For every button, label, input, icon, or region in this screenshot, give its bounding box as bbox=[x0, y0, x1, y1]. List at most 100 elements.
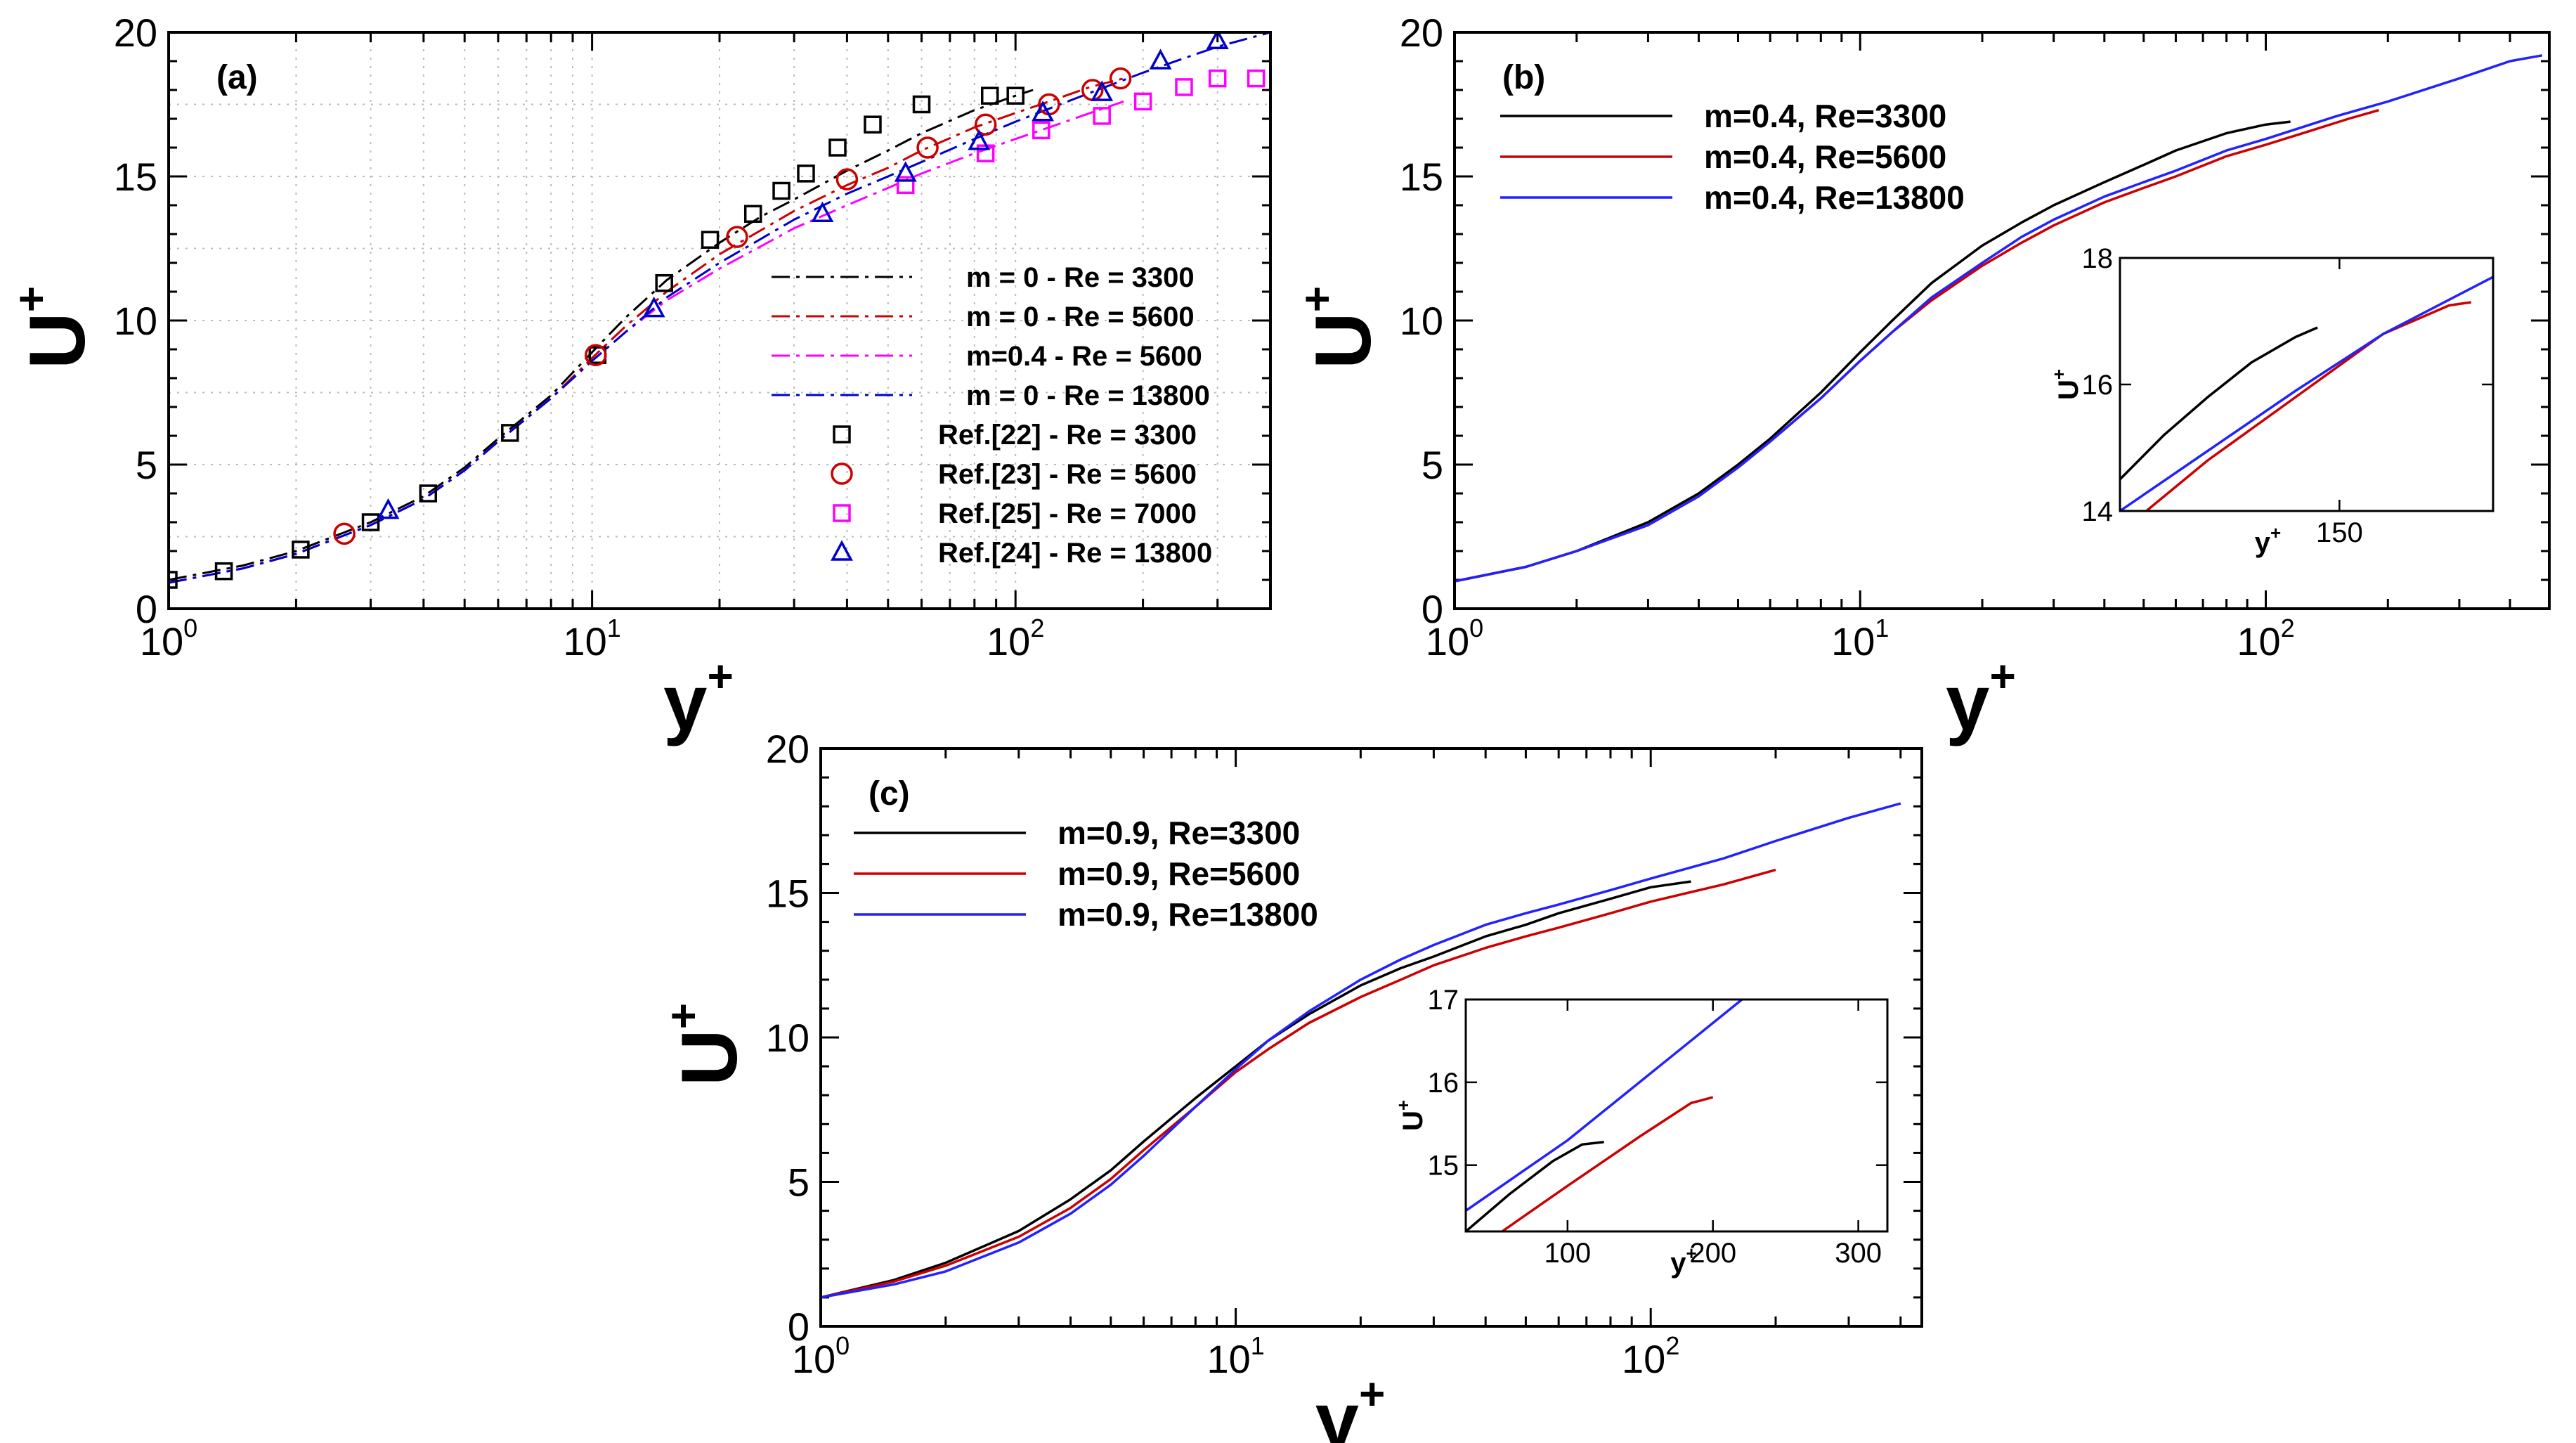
data-point-triangle bbox=[377, 498, 400, 519]
inset-y-tick-label: 14 bbox=[2082, 496, 2114, 527]
y-tick-label: 15 bbox=[766, 872, 809, 916]
x-tick-label-base: 10 bbox=[140, 619, 183, 664]
x-tick-label-base: 10 bbox=[1831, 619, 1875, 664]
x-axis-title-sup: + bbox=[1359, 1368, 1385, 1419]
legend-entry: Ref.[25] - Re = 7000 bbox=[938, 498, 1197, 529]
x-tick-label: 100 bbox=[1426, 614, 1483, 664]
inset-x-axis-title-base: y bbox=[1670, 1248, 1686, 1279]
x-tick-label: 102 bbox=[1622, 1331, 1679, 1381]
inset-series-line bbox=[1501, 1096, 1714, 1231]
data-point-square bbox=[743, 205, 762, 224]
inset-x-axis-title-sup: + bbox=[1686, 1243, 1697, 1264]
y-tick-label: 15 bbox=[1400, 155, 1443, 199]
data-point-circle bbox=[835, 168, 859, 190]
legend-entry: m=0.4, Re=3300 bbox=[1704, 98, 1946, 134]
inset-data-layer bbox=[2120, 276, 2493, 511]
x-tick-label-sup: 0 bbox=[1469, 614, 1483, 642]
y-axis-title-sup: + bbox=[6, 286, 56, 312]
inset-y-tick-label: 16 bbox=[1428, 1068, 1459, 1099]
data-point-square bbox=[292, 541, 310, 559]
inset-series-line bbox=[2120, 326, 2318, 481]
legend: m=0.9, Re=3300 m=0.9, Re=5600 m=0.9, Re=13… bbox=[854, 815, 1318, 933]
y-tick-label: 5 bbox=[788, 1160, 809, 1205]
x-axis-title-base: y bbox=[1946, 659, 1989, 746]
series-line bbox=[821, 802, 1901, 1299]
series-line bbox=[169, 32, 1270, 584]
inset-y-axis-title-base: U bbox=[1398, 1111, 1429, 1131]
data-point-triangle bbox=[1091, 80, 1114, 101]
data-point-square bbox=[772, 181, 791, 200]
data-point-square bbox=[501, 424, 519, 442]
legend-marker-square bbox=[833, 504, 851, 522]
legend-entry: m=0.9, Re=3300 bbox=[1058, 815, 1300, 851]
legend: m=0.4, Re=3300 m=0.4, Re=5600 m=0.4, Re=13… bbox=[1500, 98, 1965, 216]
series-line bbox=[821, 868, 1776, 1299]
inset-y-axis-title-sup: + bbox=[2048, 369, 2069, 380]
tick-marks bbox=[167, 31, 1272, 610]
x-tick-label-base: 10 bbox=[1206, 1337, 1250, 1381]
inset-series-line bbox=[1466, 1140, 1604, 1231]
legend-entry: Ref.[22] - Re = 3300 bbox=[938, 420, 1197, 451]
x-tick-label: 101 bbox=[1831, 614, 1889, 664]
data-point-circle bbox=[916, 136, 939, 159]
x-axis-title: y+ bbox=[663, 651, 734, 746]
marker-series bbox=[377, 32, 1229, 519]
x-tick-label-sup: 2 bbox=[2281, 614, 2295, 642]
y-axis-title: U+ bbox=[1292, 286, 1387, 369]
x-tick-label-sup: 1 bbox=[1251, 1331, 1265, 1360]
legend-marker bbox=[833, 425, 851, 444]
data-point-circle bbox=[585, 344, 607, 366]
x-tick-label: 100 bbox=[140, 614, 197, 664]
series-line bbox=[1455, 54, 2543, 583]
inset-background bbox=[1466, 999, 1887, 1231]
y-axis-title: U+ bbox=[658, 1003, 753, 1086]
x-axis-title-sup: + bbox=[707, 651, 733, 701]
data-point-square bbox=[1247, 69, 1266, 88]
data-point-triangle bbox=[968, 129, 991, 150]
inset-frame bbox=[1464, 998, 1889, 1233]
legend-entry: Ref.[23] - Re = 5600 bbox=[938, 459, 1197, 490]
x-tick-label: 101 bbox=[563, 614, 620, 664]
x-tick-label: 102 bbox=[987, 614, 1044, 664]
legend-entry: m = 0 - Re = 13800 bbox=[966, 380, 1210, 411]
data-point-square bbox=[361, 513, 380, 531]
data-point-square bbox=[1006, 86, 1024, 105]
inset-x-axis-title-sup: + bbox=[2270, 522, 2281, 543]
y-tick-label: 10 bbox=[1400, 299, 1443, 343]
y-axis-title: U+ bbox=[6, 286, 101, 369]
x-axis-title-base: y bbox=[663, 659, 707, 746]
data-point-square bbox=[797, 164, 815, 183]
x-tick-label-sup: 0 bbox=[183, 614, 197, 642]
data-point-square bbox=[701, 231, 720, 249]
inset-x-tick-label: 100 bbox=[1544, 1238, 1591, 1269]
data-point-triangle bbox=[1149, 48, 1172, 70]
data-point-square bbox=[1093, 107, 1111, 125]
x-tick-label-base: 10 bbox=[792, 1337, 835, 1381]
legend-entry: m=0.4 - Re = 5600 bbox=[966, 341, 1202, 372]
y-tick-label: 5 bbox=[136, 443, 157, 487]
series-line bbox=[169, 89, 1034, 581]
inset-y-axis-title-base: U bbox=[2053, 380, 2084, 400]
x-tick-label: 101 bbox=[1206, 1331, 1264, 1381]
inset-series-line bbox=[2120, 276, 2493, 511]
data-point-triangle bbox=[1206, 32, 1229, 50]
data-point-circle bbox=[333, 522, 356, 545]
inset-frame bbox=[2119, 257, 2494, 512]
y-tick-label: 20 bbox=[766, 727, 809, 771]
legend-entry: m=0.4, Re=5600 bbox=[1704, 138, 1946, 175]
inset-data-layer bbox=[1466, 999, 1743, 1231]
data-layer bbox=[1455, 54, 2543, 583]
inset-y-tick-label: 17 bbox=[1428, 985, 1459, 1016]
y-axis-title-base: U bbox=[13, 312, 101, 369]
y-tick-label: 0 bbox=[788, 1305, 809, 1349]
legend-entry: m=0.4, Re=13800 bbox=[1704, 179, 1965, 216]
x-tick-label-sup: 2 bbox=[1030, 614, 1044, 642]
data-point-square bbox=[1133, 92, 1152, 111]
legend-marker bbox=[831, 462, 853, 485]
x-tick-label: 102 bbox=[2237, 614, 2294, 664]
data-point-triangle bbox=[1032, 101, 1054, 122]
plot-frame bbox=[167, 31, 1272, 610]
inset-x-tick-label: 200 bbox=[1689, 1238, 1736, 1269]
legend-entry: Ref.[24] - Re = 13800 bbox=[938, 538, 1212, 569]
